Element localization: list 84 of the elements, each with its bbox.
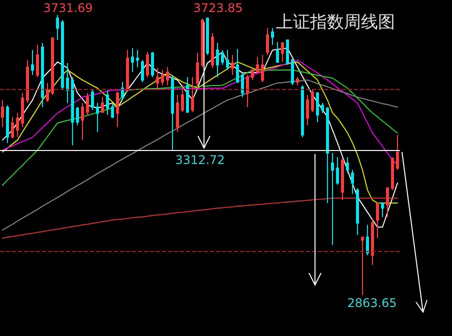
- candlestick: [251, 68, 254, 81]
- candlestick: [11, 116, 14, 139]
- candlestick: [346, 156, 349, 174]
- candlestick: [196, 52, 199, 89]
- candlestick: [366, 224, 369, 256]
- candlestick: [116, 91, 119, 128]
- candlestick: [381, 201, 384, 218]
- candlestick: [271, 28, 274, 46]
- chart-title: 上证指数周线图: [276, 12, 395, 32]
- candlestick: [336, 156, 339, 186]
- candlestick: [86, 92, 89, 116]
- candlestick: [236, 48, 239, 84]
- candlestick: [391, 158, 394, 191]
- candlestick: [276, 41, 279, 64]
- candlestick: [41, 42, 44, 108]
- annotation: 3731.69: [43, 1, 93, 15]
- candlestick: [181, 84, 184, 112]
- candlestick: [171, 74, 174, 151]
- candlestick: [126, 50, 129, 92]
- text: 2863.65: [347, 296, 397, 310]
- candlestick: [111, 102, 114, 119]
- candlestick: [186, 76, 189, 114]
- candlestick: [386, 186, 389, 218]
- candlestick: [106, 90, 109, 116]
- candlestick: [341, 158, 344, 201]
- candlestick: [306, 94, 309, 126]
- candlestick: [231, 54, 234, 76]
- candlestick: [21, 92, 24, 128]
- candlestick: [206, 17, 209, 56]
- candlestick: [161, 70, 164, 86]
- candlestick: [51, 36, 54, 96]
- candlestick: [316, 91, 319, 122]
- candlestick: [151, 51, 154, 78]
- candlestick: [216, 42, 219, 78]
- candlestick: [91, 90, 94, 111]
- candlestick: [81, 102, 84, 141]
- candlestick: [176, 94, 179, 132]
- candlestick: [96, 102, 99, 132]
- candlestick: [261, 54, 264, 82]
- candlestick: [351, 170, 354, 194]
- candlestick: [141, 60, 144, 82]
- candlestick: [131, 48, 134, 72]
- candlestick: [291, 58, 294, 86]
- candlestick: [56, 14, 59, 41]
- candlestick: [376, 202, 379, 239]
- ref-line-label: 3312.72: [175, 153, 225, 168]
- candlestick: [6, 104, 9, 144]
- candlestick: [301, 84, 304, 138]
- candlestick: [166, 66, 169, 86]
- candlestick: [76, 106, 79, 126]
- candlestick: [46, 82, 49, 102]
- candlestick: [66, 62, 69, 104]
- candlestick: [296, 76, 299, 86]
- candlestick: [16, 112, 19, 138]
- candlestick: [256, 56, 259, 74]
- candlestick: [71, 76, 74, 146]
- candlestick: [61, 20, 64, 91]
- candlestick: [396, 134, 399, 171]
- candlestick: [246, 74, 249, 108]
- candlestick: [36, 44, 39, 78]
- candlestick: [211, 32, 214, 69]
- candlestick: [1, 100, 4, 128]
- candlestick: [281, 41, 284, 62]
- candlestick: [361, 236, 364, 296]
- candlestick: [26, 60, 29, 104]
- candlestick: [286, 40, 289, 66]
- candlestick: [101, 96, 104, 114]
- candlestick: [146, 51, 149, 78]
- candlestick: [136, 50, 139, 68]
- candlestick: [191, 76, 194, 112]
- candlestick: [156, 68, 159, 91]
- candlestick: [331, 152, 334, 246]
- candlestick: [371, 218, 374, 266]
- candlestick: [321, 102, 324, 114]
- annotation: 3723.85: [193, 1, 243, 15]
- candlestick: [121, 81, 124, 101]
- candlestick: [266, 28, 269, 56]
- candlestick: [326, 106, 329, 204]
- candlestick: [226, 50, 229, 71]
- candlestick: [221, 50, 224, 66]
- candlestick: [31, 50, 34, 76]
- candlestick: [241, 72, 244, 98]
- candlestick: [311, 90, 314, 112]
- candlestick: [356, 188, 359, 236]
